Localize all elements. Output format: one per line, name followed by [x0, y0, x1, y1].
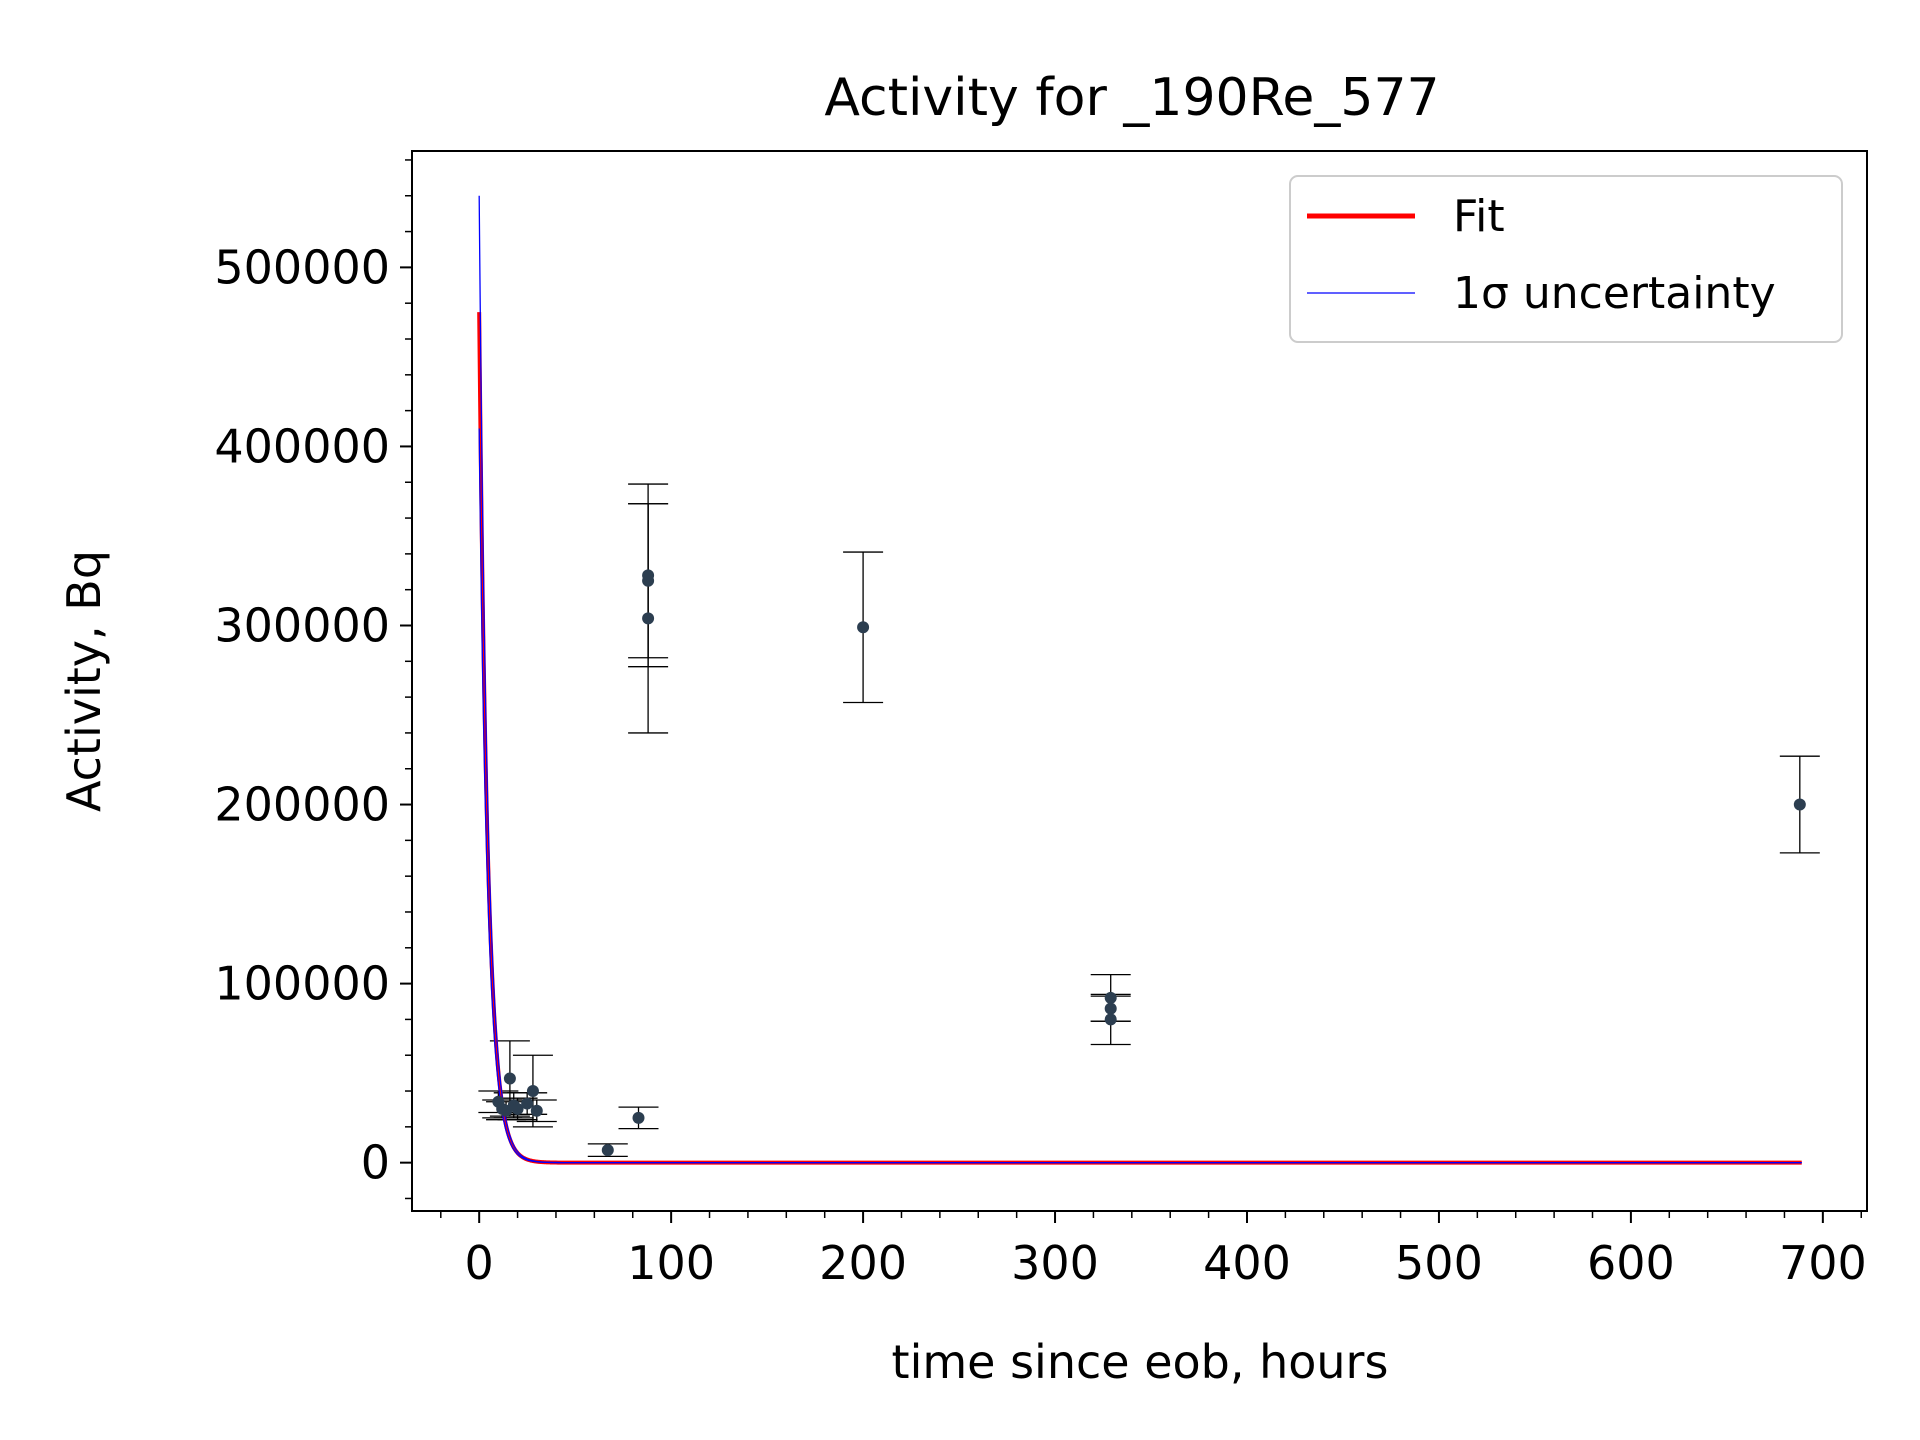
data-point — [530, 1104, 543, 1117]
y-tick-label: 200000 — [214, 778, 390, 832]
fit-lines — [477, 195, 1802, 1165]
data-point — [857, 621, 870, 634]
chart-title: Activity for _190Re_577 — [824, 68, 1439, 128]
data-point — [1104, 1002, 1117, 1015]
data-point — [503, 1072, 516, 1085]
data-point — [511, 1102, 524, 1115]
legend-uncertainty-label: 1σ uncertainty — [1453, 268, 1776, 319]
x-tick-label: 400 — [1203, 1236, 1291, 1290]
data-point — [521, 1097, 534, 1110]
legend-fit-label: Fit — [1453, 191, 1505, 242]
x-tick-label: 600 — [1587, 1236, 1675, 1290]
x-tick-label: 200 — [819, 1236, 907, 1290]
x-axis-label: time since eob, hours — [892, 1335, 1389, 1389]
data-point — [632, 1111, 645, 1124]
x-tick-label: 300 — [1011, 1236, 1099, 1290]
y-tick-label: 500000 — [214, 240, 390, 294]
y-tick-label: 100000 — [214, 957, 390, 1011]
uncertainty-lower-line — [478, 428, 1802, 1164]
data-point — [642, 612, 655, 625]
data-point — [1104, 1013, 1117, 1026]
y-tick-label: 0 — [361, 1136, 390, 1190]
x-axis: 0 100 200 300 400 500 600 700 — [440, 1211, 1867, 1290]
y-axis-label: Activity, Bq — [57, 550, 111, 812]
data-points — [492, 569, 1806, 1157]
data-point — [526, 1085, 539, 1098]
data-point — [601, 1144, 614, 1157]
y-tick-label: 300000 — [214, 598, 390, 652]
y-axis: 0 100000 200000 300000 400000 500000 — [214, 159, 412, 1200]
plot-content — [477, 195, 1820, 1165]
data-point — [1104, 991, 1117, 1004]
legend-box — [1289, 175, 1843, 343]
legend: Fit 1σ uncertainty — [1289, 175, 1843, 343]
data-point — [642, 574, 655, 587]
y-tick-label: 400000 — [214, 419, 390, 473]
x-tick-label: 500 — [1395, 1236, 1483, 1290]
data-point — [1793, 798, 1806, 811]
plot-frame — [411, 150, 1868, 1212]
x-tick-label: 700 — [1779, 1236, 1867, 1290]
x-tick-label: 100 — [627, 1236, 715, 1290]
x-tick-label: 0 — [465, 1236, 494, 1290]
